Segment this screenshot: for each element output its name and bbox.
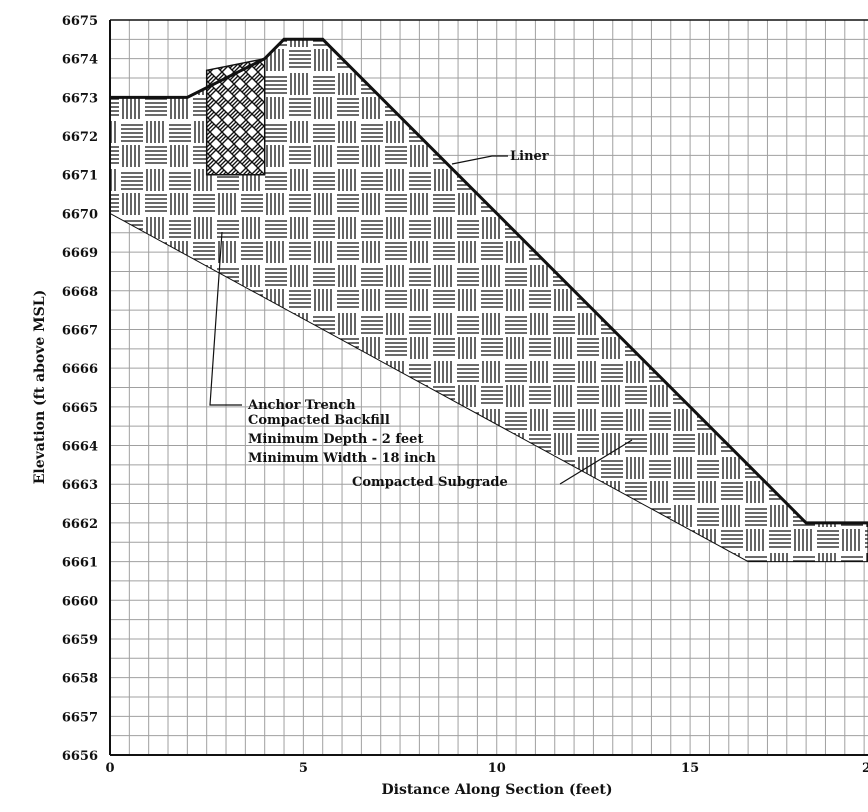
liner-line	[110, 37, 868, 525]
y-tick-label: 6666	[62, 362, 98, 377]
y-tick-label: 6668	[62, 285, 98, 300]
y-tick-label: 6660	[62, 594, 98, 609]
y-tick-label: 6656	[62, 749, 98, 764]
y-axis-title: Elevation (ft above MSL)	[32, 290, 48, 484]
anchor-trench-label-1: Anchor Trench	[247, 398, 356, 413]
y-tick-label: 6672	[62, 130, 98, 145]
anchor-trench-leader	[209, 231, 242, 406]
y-tick-label: 6657	[62, 710, 98, 725]
y-tick-label: 6664	[62, 440, 98, 455]
subgrade-leader	[559, 439, 633, 485]
y-tick-label: 6671	[62, 169, 98, 184]
y-tick-label: 6661	[62, 556, 98, 571]
y-tick-label: 6673	[62, 91, 98, 106]
y-tick-label: 6669	[62, 246, 98, 261]
y-tick-label: 6665	[62, 401, 98, 416]
x-tick-label: 10	[488, 761, 506, 776]
y-tick-label: 6663	[62, 478, 98, 493]
y-tick-labels: 6675 6674 6673 6672 6671 6670 6669 6668 6667 6666…	[62, 14, 98, 764]
liner-leader	[451, 155, 508, 165]
y-tick-label: 6670	[62, 207, 98, 222]
y-tick-label: 6675	[62, 14, 98, 29]
x-tick-label: 0	[105, 761, 114, 776]
annotation-leaders	[209, 155, 633, 485]
axes	[109, 19, 868, 756]
y-tick-label: 6658	[62, 672, 98, 687]
x-tick-label: 5	[299, 761, 308, 776]
y-tick-label: 6662	[62, 517, 98, 532]
anchor-trench-label-4: Minimum Width - 18 inch	[248, 451, 436, 466]
anchor-trench-area	[205, 57, 266, 176]
y-tick-label: 6659	[62, 633, 98, 648]
x-tick-labels: 0 5 10 15 2	[105, 761, 868, 776]
anchor-trench-label-3: Minimum Depth - 2 feet	[248, 432, 423, 447]
anchor-trench-label-2: Compacted Backfill	[248, 413, 390, 428]
y-tick-label: 6667	[62, 323, 98, 338]
x-axis-title: Distance Along Section (feet)	[382, 782, 613, 798]
compacted-subgrade-label: Compacted Subgrade	[352, 475, 508, 490]
x-tick-label: 15	[681, 761, 699, 776]
liner-label: Liner	[510, 149, 549, 164]
x-tick-label-edge: 2	[862, 761, 868, 776]
y-tick-label: 6674	[62, 53, 98, 68]
